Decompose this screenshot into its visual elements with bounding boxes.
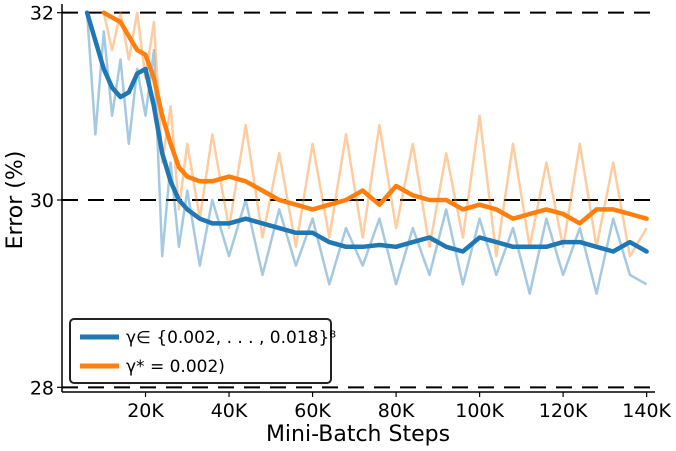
y-tick-label: 32	[30, 3, 54, 25]
y-axis-label: Error (%)	[3, 151, 28, 250]
series-blue-smoothed-line	[84, 10, 649, 254]
legend: γ∈ {0.002, . . . , 0.018}⁸ γ* = 0.002)	[69, 318, 336, 384]
x-tick-label: 140K	[622, 400, 671, 422]
tick-labels: 20K 40K 60K 80K 100K 120K 140K 28 30 32	[30, 3, 672, 422]
y-tick-label: 30	[30, 190, 54, 212]
grid-lines	[62, 11, 655, 389]
series-blue-raw-line	[85, 12, 648, 295]
x-tick-label: 120K	[539, 400, 588, 422]
x-tick-label: 80K	[378, 400, 415, 422]
legend-label-orange: γ* = 0.002)	[126, 357, 225, 377]
raw-series-lines	[85, 11, 648, 295]
legend-box	[69, 318, 332, 384]
series-orange-smoothed-line	[101, 10, 649, 226]
axes	[61, 4, 655, 393]
y-tick-label: 28	[30, 377, 54, 399]
series-orange-raw-line	[102, 11, 648, 258]
x-tick-label: 60K	[294, 400, 331, 422]
legend-label-blue: γ∈ {0.002, . . . , 0.018}⁸	[126, 328, 336, 348]
x-axis-label: Mini-Batch Steps	[266, 422, 450, 447]
smoothed-series-lines	[84, 10, 649, 254]
x-tick-label: 20K	[127, 400, 164, 422]
x-tick-label: 100K	[455, 400, 504, 422]
x-tick-label: 40K	[211, 400, 248, 422]
